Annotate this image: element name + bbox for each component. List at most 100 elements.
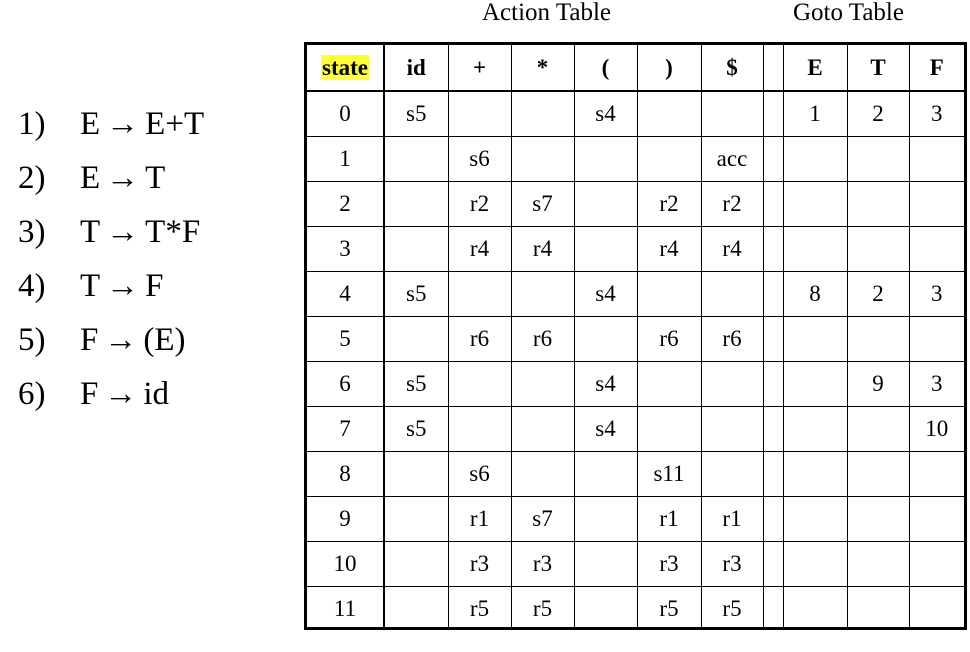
action-cell — [383, 226, 449, 272]
state-cell: 7 — [307, 406, 385, 452]
rule-number: 5) — [18, 322, 46, 358]
goto-cell — [846, 181, 910, 227]
rule-rhs: E+T — [145, 106, 205, 142]
action-cell — [573, 136, 638, 182]
action-cell: r5 — [447, 586, 512, 627]
action-cell: r4 — [636, 226, 702, 272]
action-cell: r2 — [700, 181, 764, 227]
action-cell — [383, 496, 449, 542]
arrow-icon: → — [106, 214, 140, 250]
goto-cell — [908, 136, 964, 182]
action-cell: acc — [700, 136, 764, 182]
table-row: 6 s5 s4 9 3 — [307, 361, 964, 407]
state-cell: 10 — [307, 541, 385, 587]
action-cell: r6 — [636, 316, 702, 362]
action-cell — [383, 316, 449, 362]
goto-column-header: T — [846, 45, 910, 92]
action-column-header: + — [447, 45, 512, 92]
goto-cell — [782, 226, 848, 272]
action-cell — [383, 451, 449, 497]
action-cell: r3 — [700, 541, 764, 587]
action-cell: s6 — [447, 136, 512, 182]
action-cell: r4 — [510, 226, 575, 272]
rule-number: 6) — [18, 376, 46, 412]
grammar-rule: 3) T → T*F — [18, 205, 204, 259]
grammar-rule: 4) T → F — [18, 259, 204, 313]
action-cell — [383, 541, 449, 587]
goto-cell — [846, 226, 910, 272]
column-separator — [762, 316, 784, 362]
table-row: 10 r3 r3 r3 r3 — [307, 541, 964, 587]
arrow-icon: → — [106, 106, 140, 142]
column-separator — [762, 45, 784, 92]
action-cell: s5 — [383, 90, 449, 137]
action-cell: s11 — [636, 451, 702, 497]
column-separator — [762, 136, 784, 182]
goto-cell — [782, 496, 848, 542]
goto-cell — [782, 361, 848, 407]
table-row: 3 r4 r4 r4 r4 — [307, 226, 964, 272]
goto-cell: 10 — [908, 406, 964, 452]
goto-cell — [908, 586, 964, 627]
grammar-rule: 5) F → (E) — [18, 313, 204, 367]
action-cell — [636, 90, 702, 137]
action-cell — [573, 496, 638, 542]
action-column-header: ( — [573, 45, 638, 92]
table-body: 0 s5 s4 1 2 3 1 s6 acc 2 r2 s7 r2 r2 3 r4 r4 r4 r4 4 s5 s4 8 2 3… — [307, 90, 964, 627]
action-cell: r6 — [700, 316, 764, 362]
rule-lhs: F — [80, 322, 99, 358]
lr-parse-table: state id + *() $ E T F 0 s5 s4 1 2 3 1 s6 acc 2 r2 s7 r2 r2 3… — [307, 45, 964, 627]
goto-table-title: Goto Table — [793, 0, 904, 26]
action-cell: r5 — [700, 586, 764, 627]
action-cell: r6 — [510, 316, 575, 362]
action-cell — [510, 136, 575, 182]
goto-cell — [782, 451, 848, 497]
action-cell — [636, 406, 702, 452]
action-column-header: ) — [636, 45, 702, 92]
action-column-header: id — [383, 45, 449, 92]
action-cell: r1 — [636, 496, 702, 542]
action-cell — [636, 271, 702, 317]
column-separator — [762, 90, 784, 137]
goto-cell — [782, 181, 848, 227]
arrow-icon: → — [104, 322, 138, 358]
goto-cell — [846, 451, 910, 497]
action-cell: s5 — [383, 406, 449, 452]
goto-column-header: E — [782, 45, 848, 92]
column-separator — [762, 361, 784, 407]
rule-lhs: T — [80, 268, 101, 304]
table-header-row: state id + *() $ E T F — [307, 45, 964, 92]
action-cell — [383, 181, 449, 227]
action-cell — [383, 586, 449, 627]
goto-cell: 1 — [782, 90, 848, 137]
rule-rhs: F — [145, 268, 164, 304]
action-cell — [510, 271, 575, 317]
state-cell: 5 — [307, 316, 385, 362]
action-cell — [700, 90, 764, 137]
action-cell — [447, 361, 512, 407]
column-separator — [762, 271, 784, 317]
action-cell: s5 — [383, 271, 449, 317]
column-separator — [762, 496, 784, 542]
action-cell: s6 — [447, 451, 512, 497]
state-header-label: state — [321, 54, 369, 80]
column-separator — [762, 181, 784, 227]
action-cell: r2 — [636, 181, 702, 227]
action-cell: r6 — [447, 316, 512, 362]
goto-cell — [846, 586, 910, 627]
table-row: 4 s5 s4 8 2 3 — [307, 271, 964, 317]
parse-table-frame: state id + *() $ E T F 0 s5 s4 1 2 3 1 s6 acc 2 r2 s7 r2 r2 3… — [304, 42, 967, 630]
goto-cell — [782, 406, 848, 452]
action-cell — [510, 451, 575, 497]
action-cell — [573, 541, 638, 587]
table-row: 1 s6 acc — [307, 136, 964, 182]
action-cell: s4 — [573, 406, 638, 452]
action-cell — [573, 451, 638, 497]
action-cell: s4 — [573, 90, 638, 137]
rule-lhs: T — [80, 214, 101, 250]
action-cell: r3 — [447, 541, 512, 587]
goto-cell — [908, 541, 964, 587]
rule-lhs: E — [80, 106, 101, 142]
column-separator — [762, 451, 784, 497]
goto-cell — [846, 541, 910, 587]
